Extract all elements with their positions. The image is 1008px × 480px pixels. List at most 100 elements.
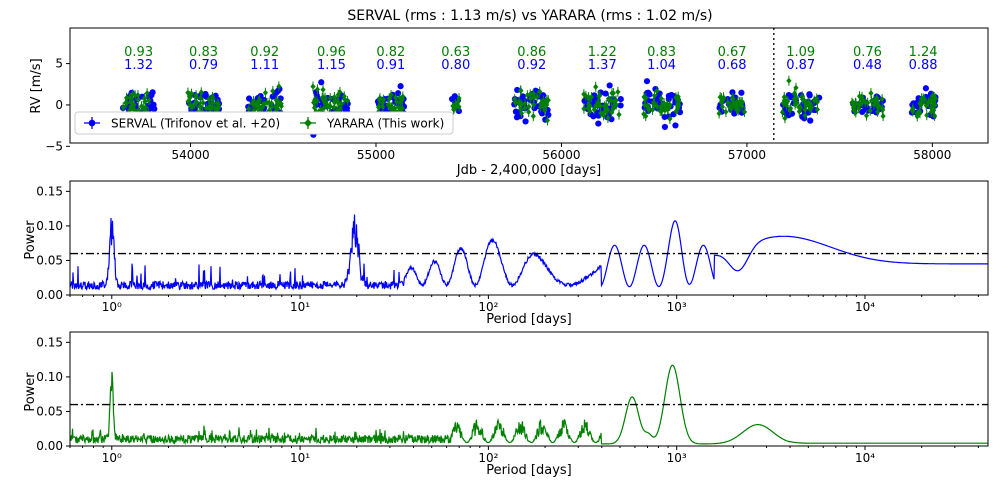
serval-point (148, 92, 155, 99)
yarara-point (399, 96, 405, 103)
yarara-point (783, 102, 790, 109)
yarara-point (209, 93, 216, 100)
yarara-point (327, 95, 333, 102)
yarara-point (594, 101, 601, 108)
x-tick-label: 56000 (542, 148, 580, 162)
yarara-point (792, 99, 798, 106)
yarara-point (605, 115, 611, 122)
serval-point (617, 102, 624, 109)
yarara-point (335, 91, 341, 98)
yarara-point (187, 102, 193, 109)
yarara-point (787, 105, 794, 112)
yarara-point (728, 105, 735, 112)
legend-marker-yarara (300, 117, 316, 129)
yarara-point (856, 105, 862, 112)
season-serval-rms: 1.11 (250, 58, 279, 73)
season-serval-rms: 0.79 (189, 58, 218, 73)
yarara-point (604, 106, 610, 113)
serval-point (922, 85, 929, 92)
yarara-point (667, 101, 673, 108)
yarara-point (198, 89, 204, 96)
yarara-point (919, 95, 925, 102)
serval-point (738, 89, 745, 96)
yarara-point (526, 103, 532, 110)
yarara-point (324, 102, 331, 109)
yarara-point (583, 92, 589, 99)
yarara-point (651, 92, 658, 99)
y-tick-label: 0.15 (36, 335, 63, 349)
yarara-point (376, 97, 383, 104)
legend-marker-serval (84, 117, 100, 129)
yarara-point (641, 110, 647, 117)
yarara-point (376, 103, 382, 110)
x-tick-label: 10⁴ (855, 300, 875, 314)
yarara-point (120, 104, 126, 111)
yarara-point (312, 97, 318, 104)
yarara-point (197, 94, 204, 101)
yarara-point (733, 106, 740, 113)
yarara-point (260, 103, 266, 110)
yarara-point (741, 108, 748, 115)
yarara-point (651, 100, 657, 107)
yarara-point (526, 109, 532, 116)
yarara-point (667, 115, 673, 122)
serval-point (807, 117, 814, 124)
season-serval-rms: 0.80 (441, 58, 470, 73)
yarara-point (537, 88, 543, 95)
yarara-point (646, 105, 652, 112)
yarara-point (662, 107, 668, 114)
serval-point (672, 122, 679, 129)
yarara-point (659, 107, 665, 114)
yarara-point (661, 100, 667, 107)
yarara-point (314, 86, 321, 93)
y-axis-label: RV [m/s] (29, 58, 44, 113)
season-yarara-rms: 0.86 (517, 45, 546, 60)
yarara-point (530, 101, 537, 108)
yarara-point (802, 106, 808, 113)
y-axis-ticks: 0.00 0.05 0.10 0.15 (36, 335, 70, 453)
yarara-point (676, 98, 682, 105)
serval-point (343, 105, 351, 112)
yarara-point (262, 89, 269, 96)
yarara-point (337, 105, 343, 112)
season-serval-rms: 0.88 (909, 58, 938, 73)
yarara-point (398, 106, 404, 113)
yarara-point (331, 93, 338, 100)
yarara-point (616, 111, 622, 118)
yarara-point (723, 108, 729, 115)
yarara-point (334, 98, 340, 105)
yarara-point (719, 103, 725, 110)
yarara-point (917, 110, 923, 117)
yarara-point (601, 103, 608, 110)
plot-frame (69, 180, 989, 296)
yarara-point (871, 97, 877, 104)
yarara-point (311, 99, 317, 106)
yarara-point (518, 87, 524, 94)
x-axis-label: Period [days] (486, 463, 572, 478)
y-axis-label: Power (23, 372, 38, 412)
season-serval-rms: 0.91 (376, 58, 405, 73)
yarara-point (393, 98, 400, 105)
yarara-periodogram-panel: 10⁰ 10¹ 10² 10³ 10⁴ 0.00 0.05 0.10 0.15 Period … (23, 331, 989, 478)
plot-frame (69, 27, 989, 144)
season-serval-rms: 0.48 (853, 58, 882, 73)
yarara-point (591, 106, 597, 113)
yarara-point (522, 100, 528, 107)
yarara-point (811, 97, 817, 104)
yarara-point (673, 94, 679, 101)
yarara-point (379, 100, 386, 107)
serval-point (806, 91, 813, 98)
serval-point (606, 82, 613, 89)
season-yarara-rms: 0.92 (250, 45, 279, 60)
yarara-point (537, 104, 544, 111)
yarara-point (654, 88, 660, 95)
season-rms-labels: 0.931.320.830.790.921.110.961.150.820.91… (124, 45, 937, 73)
season-serval-rms: 1.15 (317, 58, 346, 73)
yarara-point (518, 110, 525, 117)
yarara-point (910, 105, 916, 112)
x-axis-label: Jdb - 2,400,000 [days] (456, 163, 601, 178)
x-tick-label: 10¹ (290, 300, 310, 314)
yarara-point (455, 99, 461, 106)
serval-point (318, 79, 325, 86)
